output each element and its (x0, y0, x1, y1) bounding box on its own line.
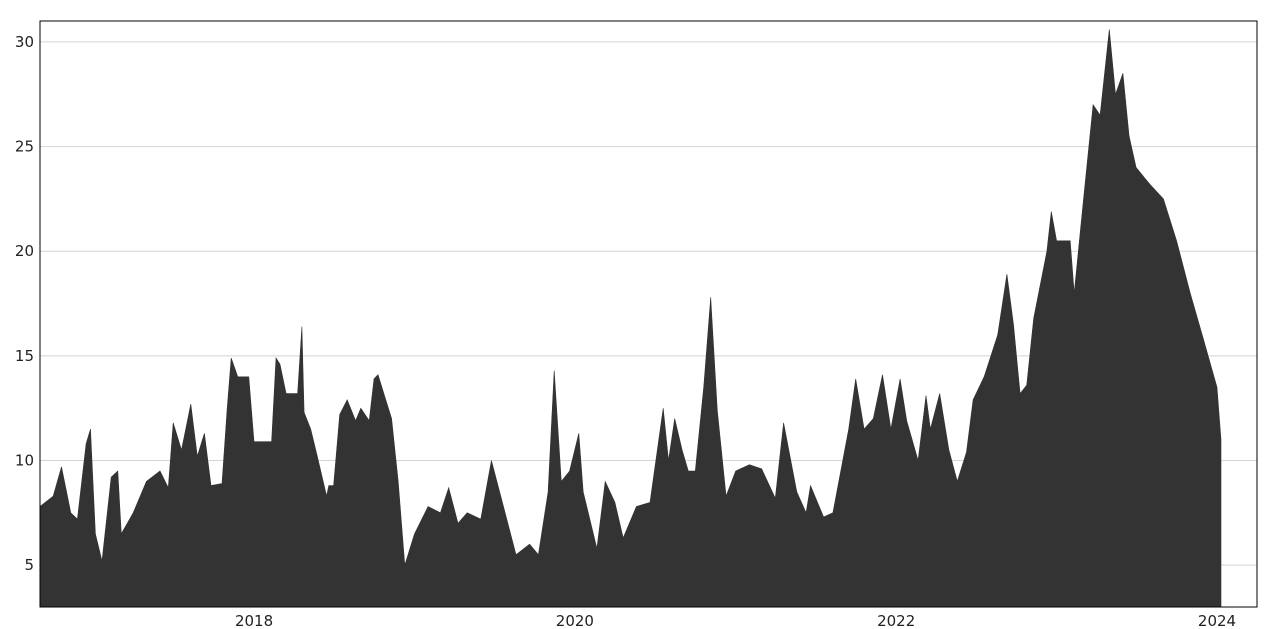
x-tick-label-2024: 2024 (1198, 612, 1236, 629)
y-tick-label-30: 30 (15, 33, 34, 51)
series-area-0 (39, 29, 1222, 608)
y-tick-label-20: 20 (15, 242, 34, 260)
x-tick-label-2018: 2018 (235, 612, 273, 629)
y-tick-label-25: 25 (15, 138, 34, 156)
y-axis-tick-labels: 5 10 15 20 25 30 (15, 33, 34, 574)
series-area-group (39, 29, 1222, 608)
x-tick-label-2020: 2020 (556, 612, 594, 629)
y-tick-label-5: 5 (24, 556, 34, 574)
y-tick-label-10: 10 (15, 452, 34, 470)
x-tick-label-2022: 2022 (877, 612, 915, 629)
y-tick-label-15: 15 (15, 347, 34, 365)
plot-border (39, 20, 1258, 608)
x-axis-tick-labels: 2018 2020 2022 2024 (235, 612, 1236, 629)
